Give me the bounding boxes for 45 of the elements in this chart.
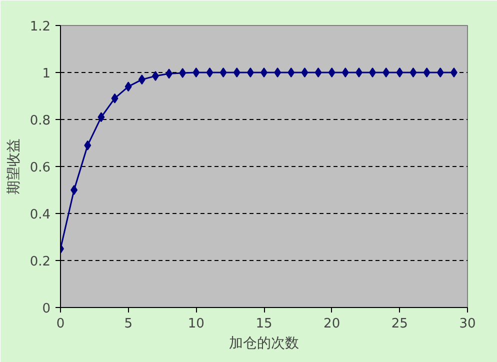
y-tick-label: 0.6: [30, 160, 51, 176]
point: [98, 112, 105, 122]
point: [84, 140, 92, 150]
x-axis-title: 加仓的次数: [229, 336, 299, 352]
y-tick-label: 1: [42, 66, 51, 82]
point: [124, 82, 132, 92]
x-tick-label: 20: [324, 316, 340, 332]
point: [206, 68, 214, 78]
point: [436, 68, 444, 78]
point: [314, 68, 322, 78]
y-tick-label: 0.8: [30, 114, 51, 128]
point: [355, 68, 362, 78]
point: [342, 68, 349, 78]
point: [423, 68, 430, 78]
point: [192, 68, 200, 78]
y-tick-label: 0: [42, 302, 51, 316]
point: [111, 93, 118, 104]
point: [246, 68, 254, 78]
point: [382, 68, 390, 78]
point: [233, 68, 240, 78]
x-tick-label: 30: [459, 316, 476, 332]
x-tick-label: 10: [188, 316, 204, 332]
point: [152, 71, 159, 82]
x-tick-label: 15: [256, 316, 272, 332]
point: [396, 68, 404, 78]
x-tick-label: 5: [124, 316, 132, 332]
point: [166, 68, 173, 79]
point: [450, 68, 458, 78]
y-tick-label: 1.2: [30, 20, 51, 34]
point: [410, 68, 417, 78]
point: [70, 185, 78, 195]
y-tick-label: 0.4: [30, 208, 51, 222]
point: [260, 68, 268, 78]
point: [138, 74, 146, 85]
y-tick-label: 0.2: [30, 254, 51, 270]
point: [369, 68, 376, 78]
point: [220, 68, 227, 78]
point: [274, 68, 282, 78]
point: [328, 68, 336, 78]
x-tick-label: 0: [56, 316, 65, 332]
point: [301, 68, 308, 78]
y-axis-title: 期望收益: [6, 138, 22, 194]
point: [288, 68, 295, 78]
point: [179, 68, 186, 78]
x-tick-label: 25: [391, 316, 408, 332]
